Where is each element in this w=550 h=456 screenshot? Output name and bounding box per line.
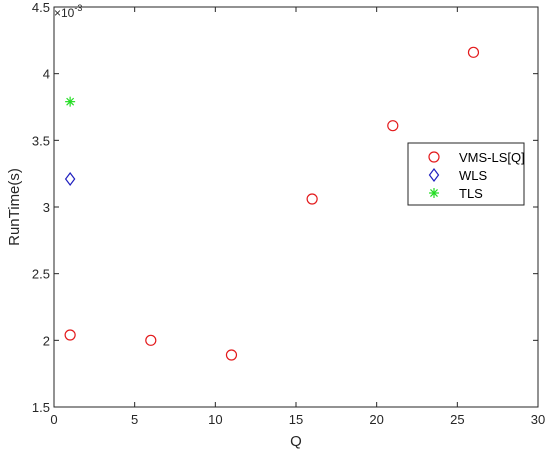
x-tick-label: 5 xyxy=(131,412,138,427)
legend-marker xyxy=(428,151,440,163)
data-point xyxy=(145,334,157,346)
y-tick-label: 2.5 xyxy=(32,267,50,282)
y-exponent-power: -3 xyxy=(74,3,82,13)
y-tick-label: 3.5 xyxy=(32,133,50,148)
x-axis-title: Q xyxy=(290,433,302,450)
data-point xyxy=(387,120,399,132)
data-point xyxy=(64,172,76,186)
x-tick-label: 30 xyxy=(531,412,545,427)
data-point xyxy=(65,96,76,107)
y-tick-label: 4 xyxy=(43,67,50,82)
y-tick-label: 3 xyxy=(43,200,50,215)
legend-box xyxy=(407,142,525,206)
legend-marker xyxy=(429,188,439,198)
legend-label: TLS xyxy=(459,186,483,201)
data-point xyxy=(225,349,238,361)
plot-area xyxy=(53,6,539,408)
legend-marker xyxy=(428,168,440,182)
y-axis-title: RunTime(s) xyxy=(6,168,23,246)
x-tick-label: 25 xyxy=(450,412,464,427)
axis-ticks: 0 5 10 15 20 25 30 1.5 2 2.5 3 3.5 4 4.5 xyxy=(32,0,545,427)
legend-label: VMS-LS[Q] xyxy=(459,150,525,165)
legend: VMS-LS[Q] WLS TLS xyxy=(407,142,525,206)
x-tick-label: 10 xyxy=(208,412,222,427)
x-tick-label: 0 xyxy=(50,412,57,427)
y-tick-label: 4.5 xyxy=(32,0,50,15)
y-exponent-base: ×10 xyxy=(54,6,75,20)
data-marks xyxy=(64,46,480,361)
data-point xyxy=(467,46,480,58)
legend-entries: VMS-LS[Q] WLS TLS xyxy=(428,150,525,201)
data-point xyxy=(64,329,76,341)
data-point xyxy=(306,193,318,205)
y-tick-label: 1.5 xyxy=(32,400,50,415)
y-exponent-label: ×10-3 xyxy=(54,3,82,20)
x-tick-label: 15 xyxy=(289,412,303,427)
legend-label: WLS xyxy=(459,168,488,183)
x-tick-label: 20 xyxy=(369,412,383,427)
y-tick-label: 2 xyxy=(43,333,50,348)
